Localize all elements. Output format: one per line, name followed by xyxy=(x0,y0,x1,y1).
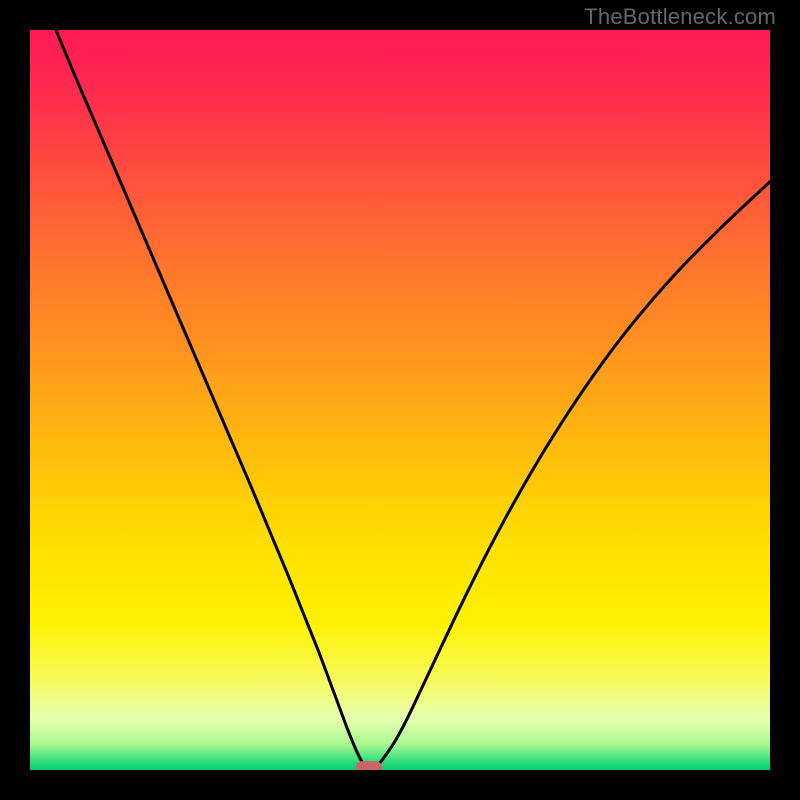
chart-frame: TheBottleneck.com xyxy=(0,0,800,800)
watermark-text: TheBottleneck.com xyxy=(584,4,776,30)
bottleneck-chart-svg xyxy=(30,30,770,770)
gradient-background xyxy=(30,30,770,770)
plot-area xyxy=(30,30,770,770)
optimum-marker xyxy=(356,761,383,770)
